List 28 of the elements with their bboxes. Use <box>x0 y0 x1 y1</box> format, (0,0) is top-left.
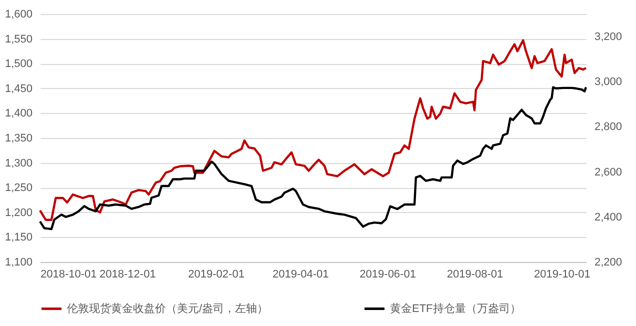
x-tick-label: 2019-08-01 <box>446 268 504 280</box>
y-tick-label: 1,550 <box>4 33 32 46</box>
y-tick-label: 1,200 <box>4 206 32 219</box>
y2-tick-label: 2,800 <box>594 121 622 134</box>
y-tick-label: 1,400 <box>4 108 32 120</box>
y2-tick-label: 2,600 <box>594 166 622 178</box>
y-tick-label: 1,250 <box>4 182 32 194</box>
y-tick-label: 1,450 <box>4 82 32 95</box>
x-tick-label: 2018-10-01 <box>40 268 97 280</box>
x-tick-label: 2019-04-01 <box>272 268 329 280</box>
x-tick-label: 2019-06-01 <box>360 268 416 280</box>
y2-tick-label: 2,400 <box>594 211 622 224</box>
y-tick-label: 1,100 <box>4 256 32 268</box>
x-tick-label: 2019-10-01 <box>534 268 590 280</box>
legend-label: 伦敦现货黄金收盘价（美元/盎司，左轴） <box>67 302 268 315</box>
y-tick-label: 1,600 <box>4 8 32 20</box>
y-tick-label: 1,150 <box>4 232 32 244</box>
y-tick-label: 1,350 <box>4 132 32 144</box>
y-tick-label: 1,300 <box>4 157 32 170</box>
x-tick-label: 2019-02-01 <box>188 268 244 280</box>
legend-label: 黄金ETF持仓量（万盎司） <box>390 302 521 315</box>
x-tick-label: 2018-12-01 <box>100 268 156 280</box>
y-tick-label: 1,500 <box>4 58 32 70</box>
line-series <box>38 86 588 230</box>
y2-tick-label: 3,200 <box>594 31 622 44</box>
line-series <box>38 39 588 221</box>
y2-tick-label: 3,000 <box>594 76 622 88</box>
y2-tick-label: 2,200 <box>594 256 622 268</box>
